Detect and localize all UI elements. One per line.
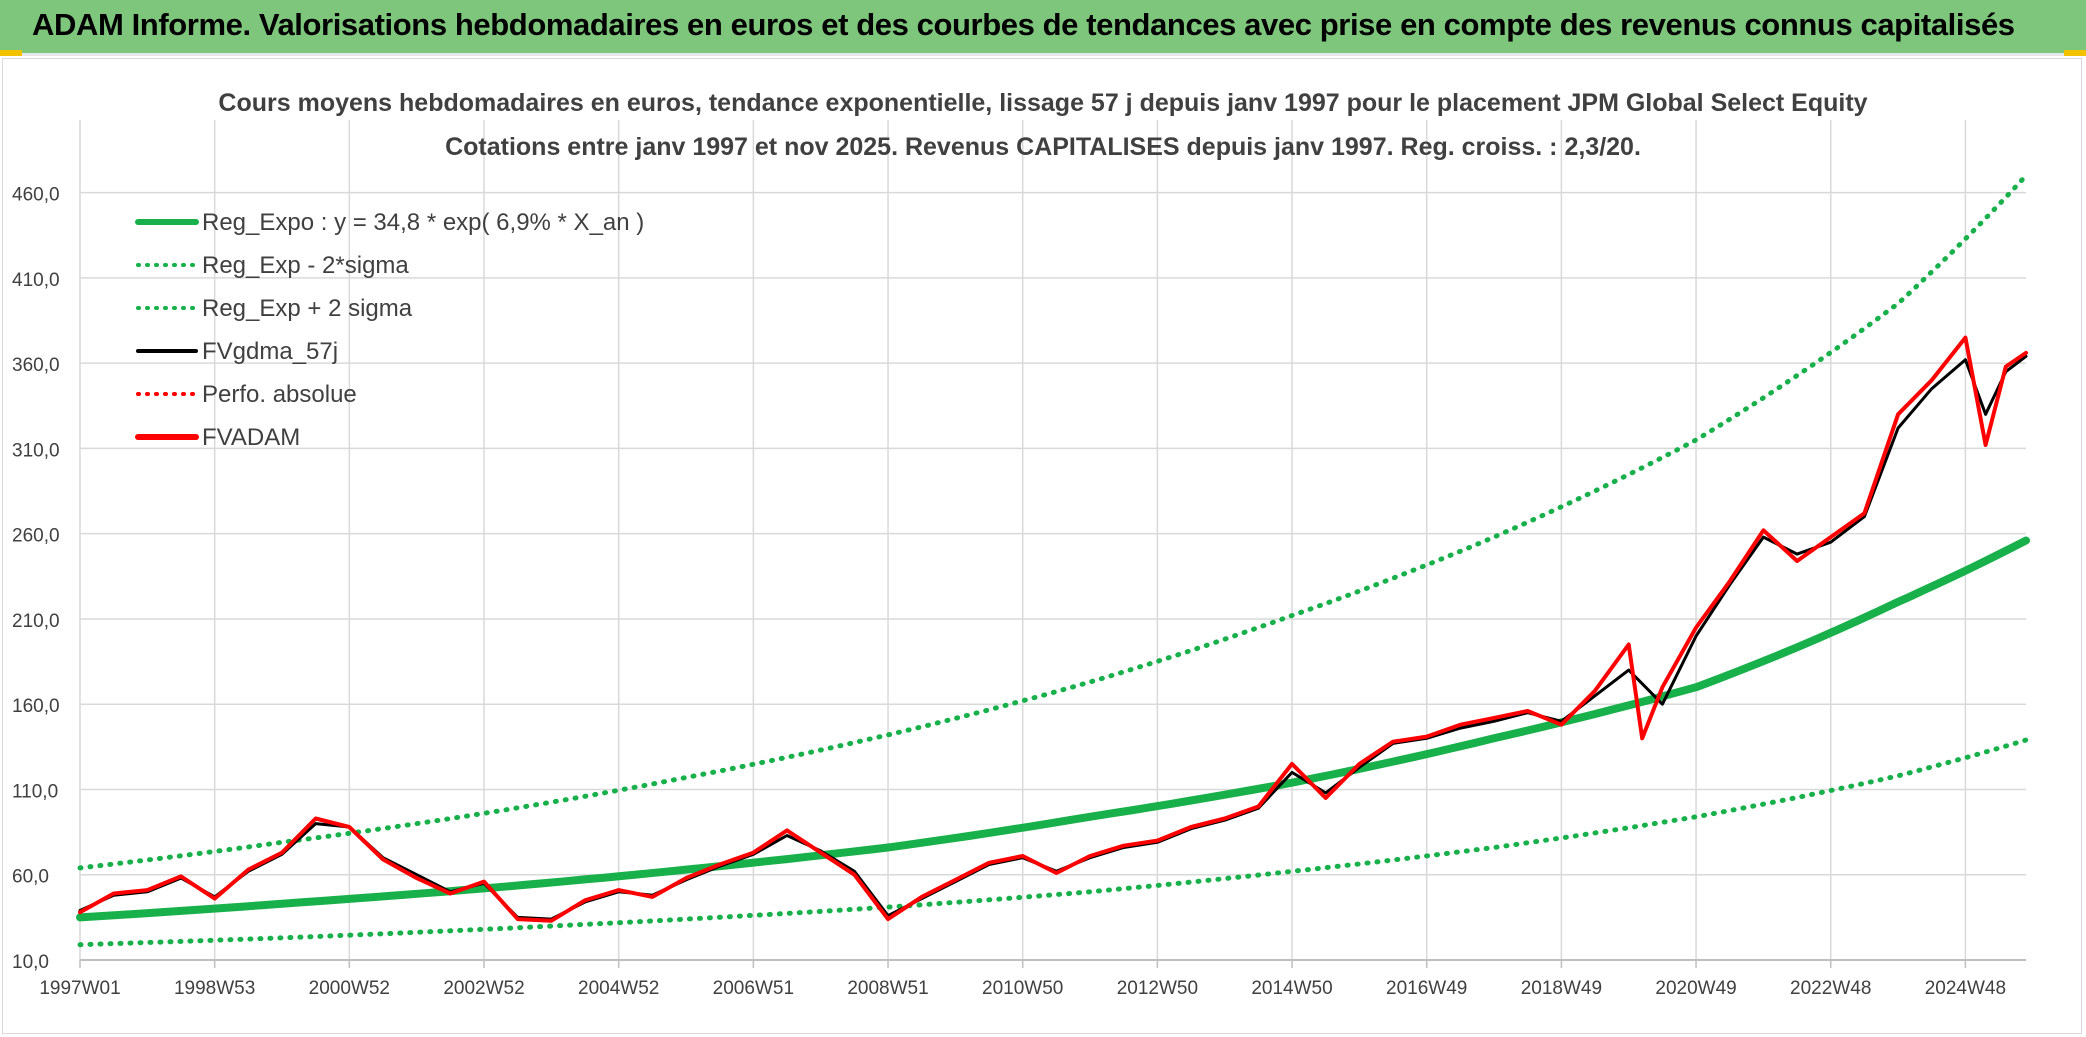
x-tick-label: 1998W53 <box>174 978 255 999</box>
series-layer <box>76 173 2030 948</box>
chart-title: Cours moyens hebdomadaires en euros, ten… <box>218 89 1867 117</box>
corner-accent-right <box>2064 50 2086 56</box>
x-tick-label: 2022W48 <box>1790 978 1871 999</box>
series-line-reg-expo <box>76 536 2030 922</box>
x-tick-label: 2012W50 <box>1117 978 1198 999</box>
legend-label: FVADAM <box>202 424 300 451</box>
axis-layer: 10,0 60,0 110,0 160,0 210,0 260,0 310,0 360,0 41… <box>12 185 2026 999</box>
corner-accent-left <box>0 50 22 56</box>
x-tick-label: 2010W50 <box>982 978 1063 999</box>
x-tick-label: 2008W51 <box>847 978 928 999</box>
banner-title: ADAM Informe. Valorisations hebdomadaire… <box>32 7 2015 42</box>
x-tick-label: 2006W51 <box>713 978 794 999</box>
chart-frame <box>2 58 2082 1034</box>
legend-label: Reg_Expo : y = 34,8 * exp( 6,9% * X_an ) <box>202 209 644 236</box>
x-tick-label: 2000W52 <box>309 978 390 999</box>
legend-label: Perfo. absolue <box>202 381 357 408</box>
y-tick-label: 60,0 <box>12 867 49 888</box>
series-line-reg-exp-plus-2sigma <box>77 173 2029 871</box>
x-tick-label: 2020W49 <box>1655 978 1736 999</box>
y-tick-label: 160,0 <box>12 696 60 717</box>
y-tick-label: 210,0 <box>12 611 60 632</box>
x-tick-label: 2014W50 <box>1251 978 1332 999</box>
legend-label: FVgdma_57j <box>202 338 338 365</box>
x-tick-label: 2002W52 <box>443 978 524 999</box>
grid-layer <box>79 120 2026 961</box>
x-tick-label: 2016W49 <box>1386 978 1467 999</box>
y-tick-label: 460,0 <box>12 185 60 206</box>
y-tick-label: 360,0 <box>12 355 60 376</box>
y-tick-label: 410,0 <box>12 270 60 291</box>
chart-subtitle: Cotations entre janv 1997 et nov 2025. R… <box>445 133 1641 161</box>
series-line-reg-exp-minus-2sigma <box>77 737 2029 948</box>
y-tick-label: 10,0 <box>12 952 49 973</box>
legend-label: Reg_Exp - 2*sigma <box>202 252 409 279</box>
x-tick-label: 2018W49 <box>1521 978 1602 999</box>
series-line-fvadam <box>78 335 2028 923</box>
x-tick-label: 2024W48 <box>1925 978 2006 999</box>
x-tick-label: 2004W52 <box>578 978 659 999</box>
y-tick-label: 310,0 <box>12 440 60 461</box>
series-line-fvgdma-57j <box>78 354 2028 921</box>
legend: Reg_Expo : y = 34,8 * exp( 6,9% * X_an )… <box>135 209 644 451</box>
legend-label: Reg_Exp + 2 sigma <box>202 295 413 322</box>
y-tick-label: 110,0 <box>12 781 58 802</box>
report-banner: ADAM Informe. Valorisations hebdomadaire… <box>0 0 2086 56</box>
x-tick-label: 1997W01 <box>39 978 120 999</box>
y-tick-label: 260,0 <box>12 526 60 547</box>
